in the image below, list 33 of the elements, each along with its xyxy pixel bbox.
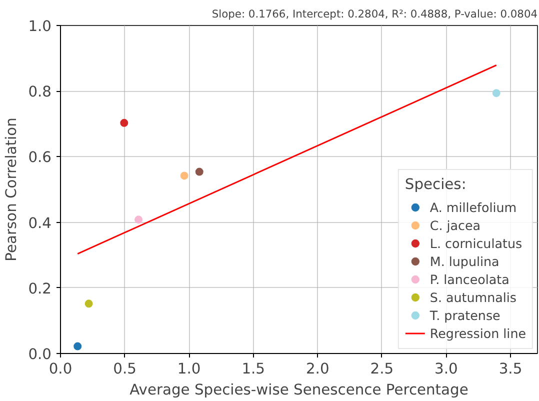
x-tick-label: 0.0 [48, 360, 72, 378]
legend-label: P. lanceolata [430, 270, 510, 288]
legend-label: A. millefolium [430, 198, 517, 216]
x-tick-label: 2.5 [370, 360, 394, 378]
legend-label: T. pratense [430, 306, 500, 324]
y-tick-label: 1.0 [28, 18, 52, 35]
y-axis-title: Pearson Correlation [3, 118, 20, 262]
y-tick-label: 0.4 [28, 214, 52, 232]
y-tick-label: 0.6 [28, 149, 52, 166]
point [195, 168, 204, 176]
legend-label: C. jacea [430, 216, 481, 234]
legend-title: Species: [404, 176, 468, 193]
point [134, 216, 143, 224]
legend-label: M. lupulina [430, 252, 500, 270]
y-tick-label: 0.8 [28, 84, 52, 101]
x-tick-label: 2.0 [306, 360, 330, 378]
point [84, 300, 93, 308]
chart-title: Slope: 0.1766, Intercept: 0.2804, R²: 0.4888, P-value: 0.0804 [212, 8, 538, 20]
y-tick-label: 0.2 [28, 280, 52, 298]
x-tick-label: 1.0 [177, 360, 201, 378]
x-tick-label: 3.5 [498, 360, 522, 378]
legend-label: L. corniculatus [430, 234, 522, 252]
point [492, 89, 500, 98]
y-tick-label: 0.0 [28, 346, 52, 363]
point [74, 342, 82, 350]
legend-label: Regression line [430, 324, 526, 342]
x-tick-label: 1.5 [242, 360, 266, 378]
point [120, 118, 128, 127]
x-tick-label: 3.0 [434, 360, 458, 378]
x-axis-title: Average Species-wise Senescence Percentage [130, 382, 468, 398]
legend-label: S. autumnalis [430, 288, 516, 306]
x-tick-label: 0.5 [113, 360, 136, 378]
point [180, 172, 188, 180]
